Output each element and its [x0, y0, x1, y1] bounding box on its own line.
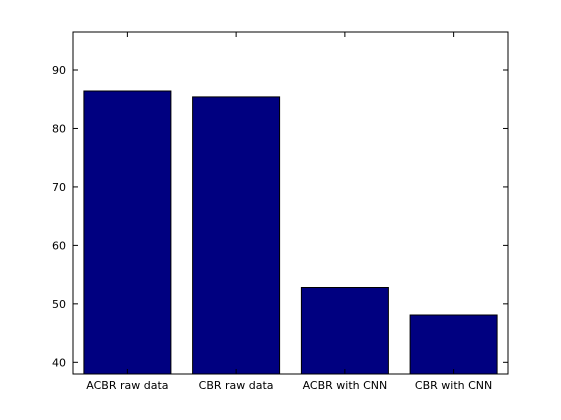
- plot-frame: [72, 31, 509, 375]
- x-tick-label: CBR raw data: [199, 379, 274, 392]
- x-tick-label: ACBR raw data: [86, 379, 168, 392]
- bar: [83, 90, 172, 375]
- bar: [300, 287, 389, 375]
- y-tick-label: 60: [52, 239, 66, 252]
- y-tick-label: 90: [52, 64, 66, 77]
- bar: [409, 314, 498, 375]
- y-tick-label: 70: [52, 181, 66, 194]
- x-tick-label: CBR with CNN: [415, 379, 492, 392]
- y-tick-label: 80: [52, 123, 66, 136]
- y-tick-label: 50: [52, 298, 66, 311]
- bar: [192, 96, 281, 375]
- y-tick-label: 40: [52, 356, 66, 369]
- x-tick-label: ACBR with CNN: [303, 379, 388, 392]
